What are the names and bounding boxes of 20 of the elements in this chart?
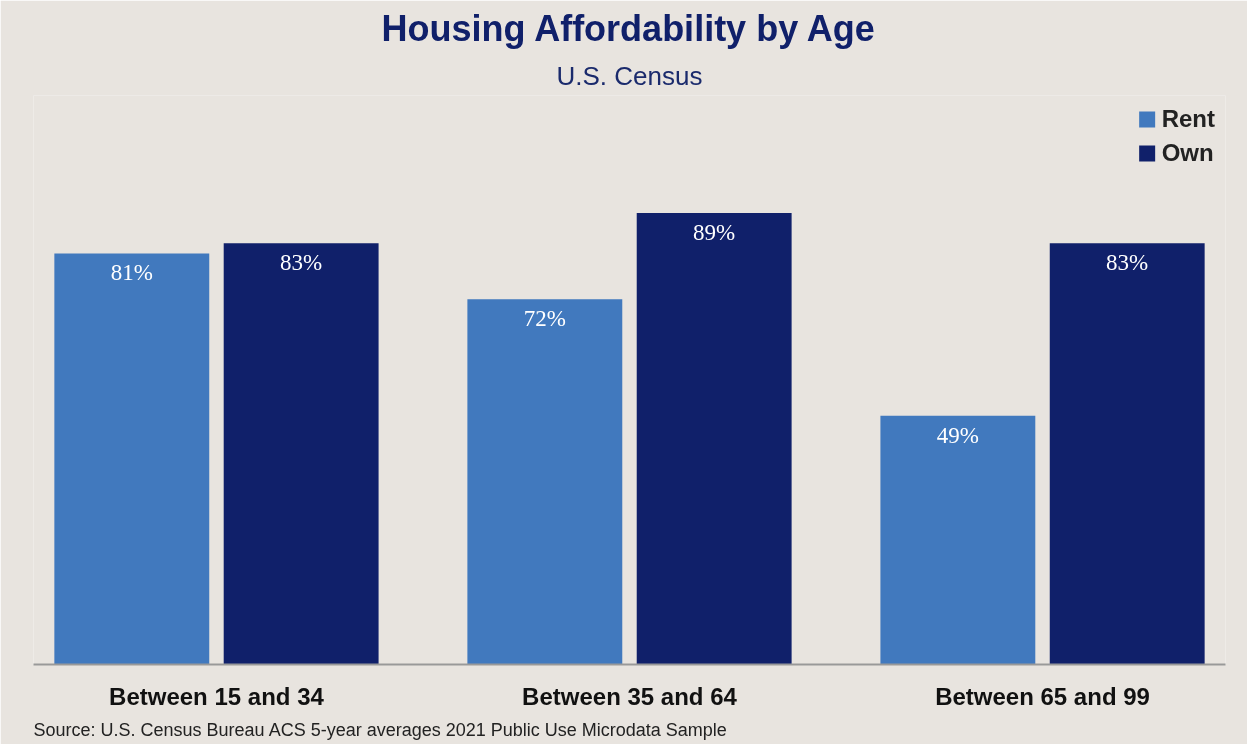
bar bbox=[1049, 243, 1205, 665]
data-label: 49% bbox=[936, 422, 979, 448]
data-label: 81% bbox=[110, 260, 153, 286]
chart-title: Housing Affordability by Age bbox=[381, 7, 875, 49]
bar bbox=[467, 299, 623, 665]
data-label: 89% bbox=[693, 219, 736, 245]
legend-label: Rent bbox=[1161, 105, 1215, 133]
source-note: Source: U.S. Census Bureau ACS 5-year averages 2021 Public Use Microdata Sample bbox=[33, 719, 727, 740]
legend-label: Own bbox=[1161, 139, 1214, 167]
chart-subtitle: U.S. Census bbox=[556, 60, 703, 91]
data-label: 83% bbox=[1106, 250, 1149, 276]
x-tick-label: Between 35 and 64 bbox=[522, 682, 738, 710]
bar bbox=[880, 415, 1036, 665]
data-label: 72% bbox=[523, 306, 566, 331]
data-label: 83% bbox=[280, 250, 323, 276]
bar bbox=[223, 243, 379, 665]
bar bbox=[54, 253, 210, 665]
x-tick-label: Between 15 and 34 bbox=[109, 682, 325, 710]
bar bbox=[636, 212, 792, 665]
x-tick-label: Between 65 and 99 bbox=[935, 682, 1150, 710]
